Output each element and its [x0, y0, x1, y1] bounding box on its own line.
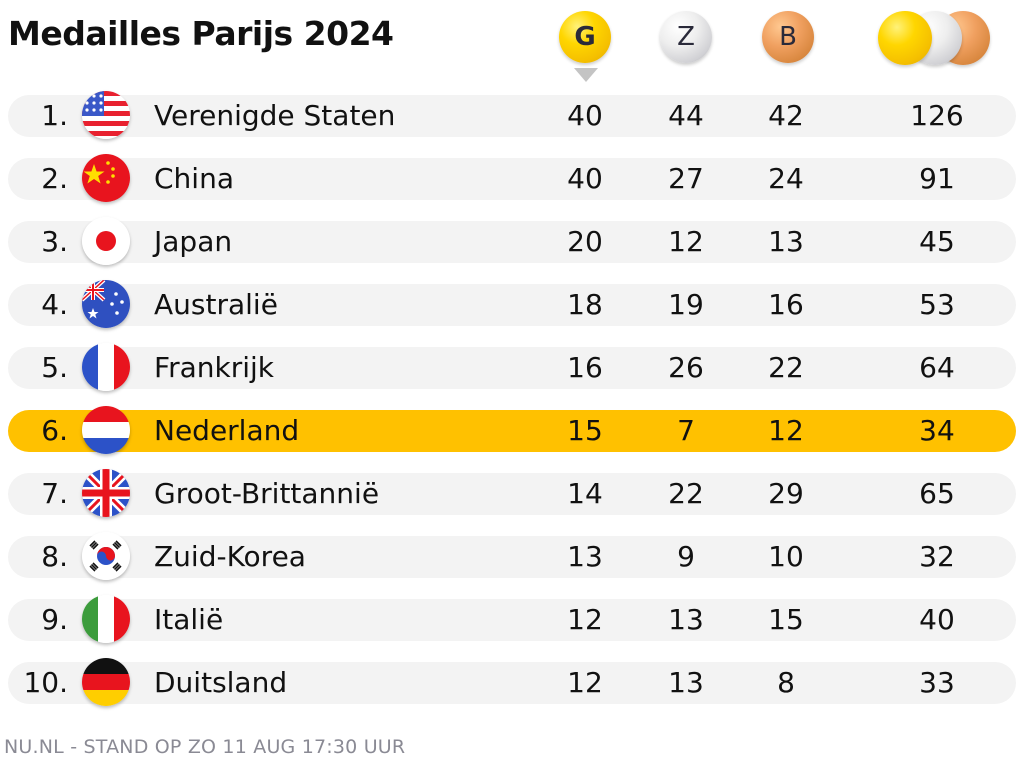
country-name: Australië: [154, 288, 278, 321]
bronze-count: 29: [768, 477, 804, 510]
page-title: Medailles Parijs 2024: [8, 14, 394, 53]
total-count: 34: [919, 414, 955, 447]
silver-count: 7: [677, 414, 695, 447]
bronze-count: 42: [768, 99, 804, 132]
country-name: Frankrijk: [154, 351, 274, 384]
gold-medal-icon: [878, 11, 932, 65]
table-row[interactable]: 7. Groot-Brittannië 14 22 29 65: [8, 469, 1016, 517]
silver-count: 9: [677, 540, 695, 573]
germany-flag-icon: [82, 658, 130, 706]
silver-count: 13: [668, 603, 704, 636]
rank: 4.: [41, 288, 68, 321]
total-count: 91: [919, 162, 955, 195]
country-name: Groot-Brittannië: [154, 477, 380, 510]
netherlands-flag-icon: [82, 406, 130, 454]
bronze-label: B: [779, 22, 797, 52]
bronze-count: 22: [768, 351, 804, 384]
table-row[interactable]: 5. Frankrijk 16 26 22 64: [8, 343, 1016, 391]
bronze-count: 13: [768, 225, 804, 258]
italy-flag-icon: [82, 595, 130, 643]
australia-flag-icon: [82, 280, 130, 328]
table-row[interactable]: 10. Duitsland 12 13 8 33: [8, 658, 1016, 706]
silver-count: 27: [668, 162, 704, 195]
sort-descending-icon: [574, 68, 598, 82]
country-name: Duitsland: [154, 666, 288, 699]
table-row[interactable]: 4. Australië 18 19 16 53: [8, 280, 1016, 328]
rank: 5.: [41, 351, 68, 384]
bronze-count: 8: [777, 666, 795, 699]
rank: 1.: [41, 99, 68, 132]
gold-count: 16: [567, 351, 603, 384]
rank: 3.: [41, 225, 68, 258]
silver-count: 26: [668, 351, 704, 384]
bronze-column-header[interactable]: B: [762, 11, 814, 63]
rank: 8.: [41, 540, 68, 573]
gold-count: 12: [567, 666, 603, 699]
source-footer: NU.NL - STAND OP ZO 11 AUG 17:30 UUR: [4, 736, 406, 758]
table-row[interactable]: 9. Italië 12 13 15 40: [8, 595, 1016, 643]
table-row[interactable]: 1. Verenigde Staten 40 44 42 126: [8, 91, 1016, 139]
gold-count: 13: [567, 540, 603, 573]
table-row[interactable]: 2. China 40 27 24 91: [8, 154, 1016, 202]
silver-count: 13: [668, 666, 704, 699]
bronze-count: 12: [768, 414, 804, 447]
uk-flag-icon: [82, 469, 130, 517]
country-name: Japan: [154, 225, 233, 258]
silver-count: 44: [668, 99, 704, 132]
gold-count: 20: [567, 225, 603, 258]
france-flag-icon: [82, 343, 130, 391]
rank: 7.: [41, 477, 68, 510]
total-count: 32: [919, 540, 955, 573]
gold-label: G: [574, 22, 596, 52]
total-count: 65: [919, 477, 955, 510]
country-name: Verenigde Staten: [154, 99, 396, 132]
gold-count: 12: [567, 603, 603, 636]
total-count: 64: [919, 351, 955, 384]
rank: 6.: [41, 414, 68, 447]
table-row-highlighted[interactable]: 6. Nederland 15 7 12 34: [8, 406, 1016, 454]
rank: 9.: [41, 603, 68, 636]
total-count: 53: [919, 288, 955, 321]
china-flag-icon: [82, 154, 130, 202]
bronze-count: 24: [768, 162, 804, 195]
gold-count: 40: [567, 162, 603, 195]
silver-label: Z: [677, 22, 695, 52]
bronze-count: 10: [768, 540, 804, 573]
gold-count: 18: [567, 288, 603, 321]
silver-count: 19: [668, 288, 704, 321]
table-row[interactable]: 8. Zuid-Korea 13 9 10 32: [8, 532, 1016, 580]
total-count: 40: [919, 603, 955, 636]
total-count: 33: [919, 666, 955, 699]
japan-flag-icon: [82, 217, 130, 265]
usa-flag-icon: [82, 91, 130, 139]
bronze-count: 16: [768, 288, 804, 321]
bronze-count: 15: [768, 603, 804, 636]
gold-column-header[interactable]: G: [559, 11, 611, 63]
table-row[interactable]: 3. Japan 20 12 13 45: [8, 217, 1016, 265]
total-column-header[interactable]: [878, 11, 993, 65]
country-name: Zuid-Korea: [154, 540, 306, 573]
silver-column-header[interactable]: Z: [660, 11, 712, 63]
gold-count: 14: [567, 477, 603, 510]
country-name: Nederland: [154, 414, 300, 447]
country-name: Italië: [154, 603, 224, 636]
south-korea-flag-icon: [82, 532, 130, 580]
country-name: China: [154, 162, 234, 195]
total-count: 126: [910, 99, 964, 132]
silver-count: 12: [668, 225, 704, 258]
silver-count: 22: [668, 477, 704, 510]
rank: 2.: [41, 162, 68, 195]
rank: 10.: [23, 666, 68, 699]
total-count: 45: [919, 225, 955, 258]
gold-count: 40: [567, 99, 603, 132]
gold-count: 15: [567, 414, 603, 447]
